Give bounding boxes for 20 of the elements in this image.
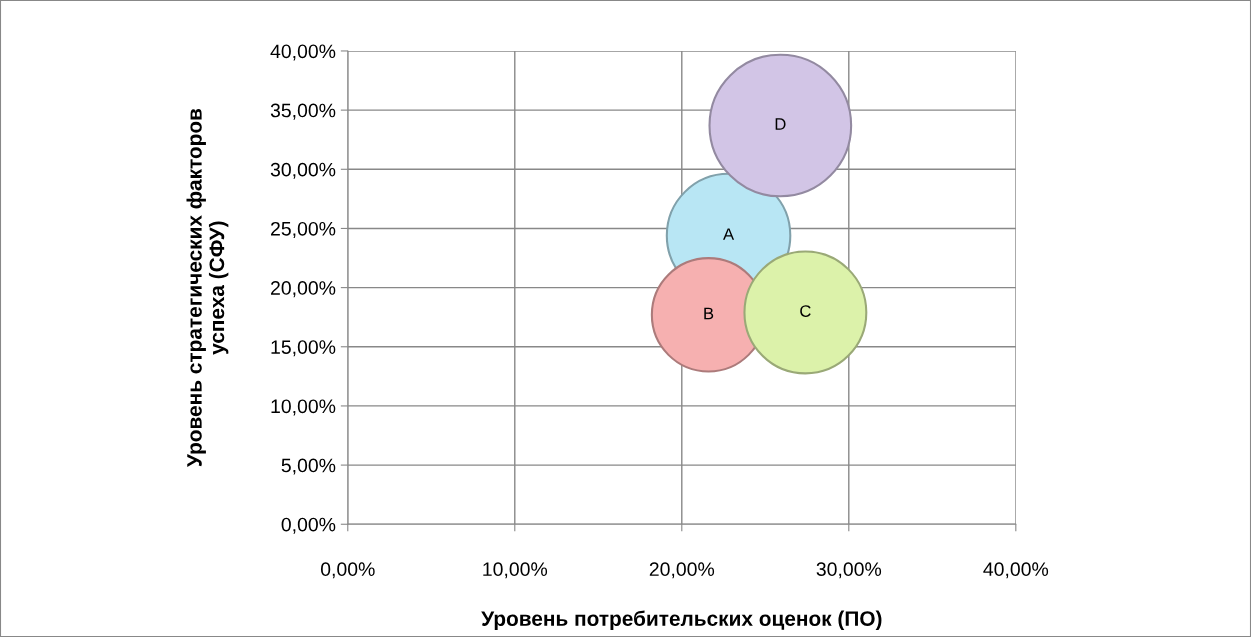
y-tick-label: 25,00% bbox=[271, 221, 336, 238]
y-tick-label: 5,00% bbox=[281, 458, 336, 475]
x-tick-label: 40,00% bbox=[983, 562, 1049, 579]
y-tick-label: 35,00% bbox=[270, 103, 336, 120]
y-tick-label: 0,00% bbox=[281, 517, 336, 534]
series-label: B bbox=[704, 307, 714, 320]
x-tick-label: 30,00% bbox=[816, 562, 882, 579]
y-tick-label: 20,00% bbox=[271, 281, 336, 298]
y-tick-label: 10,00% bbox=[271, 399, 336, 416]
x-tick-label: 10,00% bbox=[483, 562, 548, 579]
y-tick-label: 40,00% bbox=[270, 44, 336, 61]
series-label: D bbox=[775, 118, 786, 130]
x-tick-label: 20,00% bbox=[649, 562, 715, 579]
series-label: C bbox=[800, 305, 811, 317]
x-axis-title: Уровень потребительских оценок (ПО) bbox=[481, 610, 882, 631]
y-tick-label: 15,00% bbox=[271, 340, 336, 357]
x-tick-label: 0,00% bbox=[320, 562, 375, 579]
y-axis-title: Уровень стратегических факторов успеха (СФУ) bbox=[186, 108, 229, 468]
series-label: A bbox=[723, 228, 735, 240]
y-tick-label: 30,00% bbox=[270, 162, 336, 179]
